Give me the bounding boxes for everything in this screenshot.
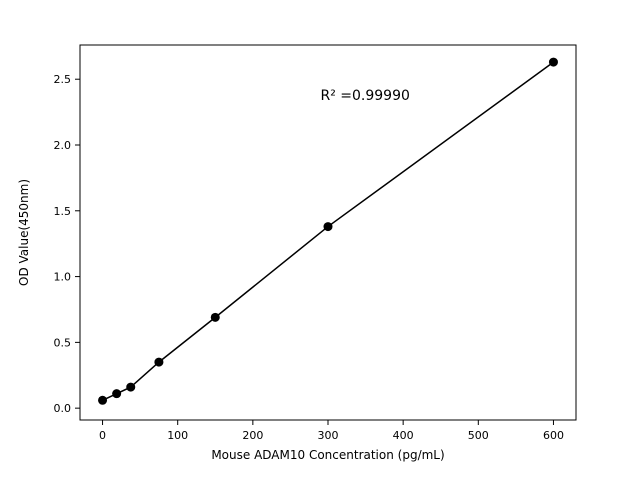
data-point [323, 222, 333, 232]
x-axis-label: Mouse ADAM10 Concentration (pg/mL) [211, 448, 444, 462]
x-tick-label: 600 [543, 429, 564, 442]
y-tick-label: 2.5 [54, 73, 72, 86]
y-tick-label: 0.5 [54, 336, 72, 349]
y-tick-label: 1.5 [54, 205, 72, 218]
x-tick-label: 400 [393, 429, 414, 442]
data-point [548, 57, 558, 67]
y-axis-label: OD Value(450nm) [17, 179, 31, 286]
data-point [210, 312, 220, 322]
data-point [98, 395, 108, 405]
y-tick-label: 1.0 [54, 271, 72, 284]
x-tick-label: 300 [318, 429, 339, 442]
data-point [154, 357, 164, 367]
x-tick-label: 200 [242, 429, 263, 442]
data-point [126, 382, 136, 392]
x-tick-label: 100 [167, 429, 188, 442]
x-tick-label: 0 [99, 429, 106, 442]
y-tick-label: 0.0 [54, 402, 72, 415]
y-tick-label: 2.0 [54, 139, 72, 152]
x-tick-label: 500 [468, 429, 489, 442]
data-point [112, 389, 122, 399]
r-squared-annotation: R² =0.99990 [320, 88, 409, 104]
